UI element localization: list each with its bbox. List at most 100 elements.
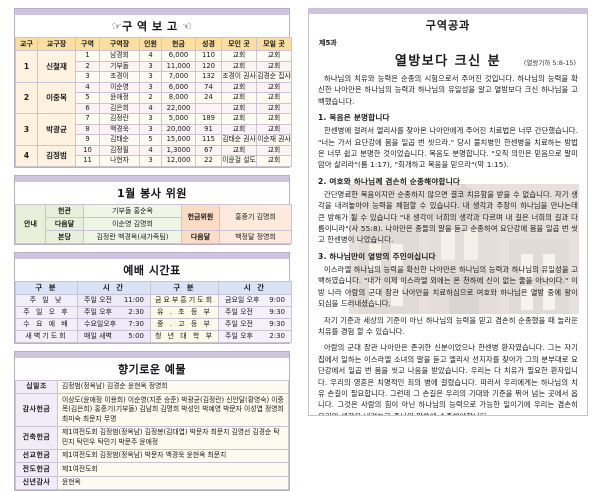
gu-met-place: 교회 xyxy=(222,82,257,93)
worship-name-right: 금요부흥기도회 xyxy=(151,294,219,306)
lesson-section-heading: 2. 여호와 하나님께 겸손히 순종해야합니다 xyxy=(318,176,578,187)
offerings-title: 향기로운 예물 xyxy=(15,358,289,380)
lesson-section-heading: 3. 하나님만이 열방의 주인이십니다 xyxy=(318,251,578,262)
gu-offering-amount: 15,000 xyxy=(162,135,196,146)
lesson-closing-paragraph: 자기 기준과 세상의 기준이 아닌 하나님의 능력을 믿고 겸손히 순종했을 때… xyxy=(318,315,578,338)
gu-people-count: 4 xyxy=(140,103,162,114)
offering-type-label: 전도헌금 xyxy=(16,463,58,477)
col-offering: 헌금 xyxy=(162,38,196,51)
col-district: 교구 xyxy=(16,38,38,51)
gu-met-place: 교회 xyxy=(222,61,257,72)
gu-next-place: 교회 xyxy=(257,103,292,114)
gu-number: 9 xyxy=(76,135,100,146)
service-names: 기부돌 홍순옥 xyxy=(84,204,182,217)
right-column: 구역공과 xyxy=(300,0,600,424)
gu-number: 6 xyxy=(76,103,100,114)
district-number: 1 xyxy=(16,51,38,83)
worship-name-left: 수 요 예 배 xyxy=(16,318,78,330)
gu-next-place: 교회 xyxy=(257,82,292,93)
lesson-main-title: 열방보다 크신 분 xyxy=(395,54,501,69)
district-report-title: ☞구 역 보 고 ☜ xyxy=(15,15,289,37)
gu-number: 2 xyxy=(76,61,100,72)
offering-committee-label: 헌금위원 xyxy=(182,204,220,230)
offering-type-label: 선교헌금 xyxy=(16,449,58,463)
bulletin-page: ☞구 역 보 고 ☜ 교구 교구장 구역 구역장 인원 헌금 성경 xyxy=(0,0,600,424)
gu-leader-name: 김은희 xyxy=(100,103,140,114)
gu-leader-name: 윤애정 xyxy=(100,93,140,104)
worship-schedule-title: 예배 시간표 xyxy=(15,259,289,281)
lesson-intro-paragraph: 하나님의 치유와 능력은 순종의 시험으로서 주어진 것입니다. 하나님의 능력… xyxy=(318,73,578,107)
lesson-body: 제5과 열방보다 크신 분 (열왕기하 5:8-15) 하나님의 치유와 능력은… xyxy=(309,35,587,416)
lesson-section-paragraph: 간단명료한 복음이지만 순종하지 않으면 결코 치유함을 받을 수 없습니다. … xyxy=(318,189,578,246)
gu-bible-count: 132 xyxy=(196,72,222,83)
offering-type-label: 신년감사 xyxy=(16,476,58,490)
lesson-closing-paragraph: 아람의 군대 장관 나아만은 존귀한 신분이었으나 한센병 환자였습니다. 그는… xyxy=(318,342,578,416)
district-leader-name: 신철재 xyxy=(38,51,76,83)
offering-donor-names: 제1여전도회 김정범(정옥남) 김정봉(김대엽) 박문자 최문지 김영선 김경순… xyxy=(58,426,289,449)
gu-leader-name: 조경이 xyxy=(100,72,140,83)
gu-people-count: 3 xyxy=(140,124,162,135)
gu-bible-count: 74 xyxy=(196,82,222,93)
offering-committee-names: 홍중기 김명희 xyxy=(220,204,292,230)
service-names: 김정란 백경옥(새가족팀) xyxy=(84,230,182,243)
gu-leader-name: 김정란 xyxy=(100,114,140,125)
gu-number: 3 xyxy=(76,72,100,83)
district-number: 4 xyxy=(16,145,38,166)
service-place-label: 헌관 xyxy=(46,204,84,217)
col-met-place: 모인 곳 xyxy=(222,38,257,51)
offering-type-label: 십일조 xyxy=(16,380,58,394)
gu-leader-name: 백경욱 xyxy=(100,124,140,135)
district-number: 3 xyxy=(16,114,38,146)
worship-name-right: 유 . 초 등 부 xyxy=(151,306,219,318)
gu-offering-amount: 1,3000 xyxy=(162,145,196,156)
col-district-leader: 교구장 xyxy=(38,38,76,51)
col-next-place: 모일 곳 xyxy=(257,38,292,51)
gu-people-count: 2 xyxy=(140,93,162,104)
gu-offering-amount: 7,000 xyxy=(162,72,196,83)
gu-offering-amount: 5,000 xyxy=(162,114,196,125)
lesson-section-heading: 1. 복음은 분명합니다 xyxy=(318,112,578,123)
gu-met-place: 교회 xyxy=(222,114,257,125)
worship-name-right: 청 년 대 학 부 xyxy=(151,330,219,342)
gu-people-count: 3 xyxy=(140,82,162,93)
col-people: 인원 xyxy=(140,38,162,51)
gu-next-place: 교회 xyxy=(257,51,292,62)
worship-name-left: 주 일 낮 xyxy=(16,294,78,306)
worship-schedule-header-row: 구 분 시 간 구 분 시 간 xyxy=(16,281,292,294)
gu-people-count: 3 xyxy=(140,156,162,167)
service-group-label: 안내 xyxy=(16,204,46,243)
offering-donor-names: 이상도(윤애정 이용희) 이순영(지준 승준) 박광균(김정란) 신안달(황영숙… xyxy=(58,394,289,427)
offering-donor-names: 윤현옥 xyxy=(58,476,289,490)
col-gu: 구역 xyxy=(76,38,100,51)
lesson-number: 제5과 xyxy=(319,38,578,48)
col-gu-leader: 구역장 xyxy=(100,38,140,51)
gu-next-place: 교회 xyxy=(257,145,292,156)
next-month-names: 백정달 정영희 xyxy=(220,230,292,243)
lesson-scripture-ref: (열왕기하 5:8-15) xyxy=(524,57,576,67)
gu-bible-count xyxy=(196,103,222,114)
gu-offering-amount: 6,000 xyxy=(162,82,196,93)
district-leader-name: 김정범 xyxy=(38,145,76,166)
lesson-section-paragraph: 이스라엘 하나님의 능력을 확신한 나아만은 하나님의 능력과 하나님의 유일성… xyxy=(318,264,578,310)
gu-met-place: 김태순 권사 xyxy=(222,135,257,146)
